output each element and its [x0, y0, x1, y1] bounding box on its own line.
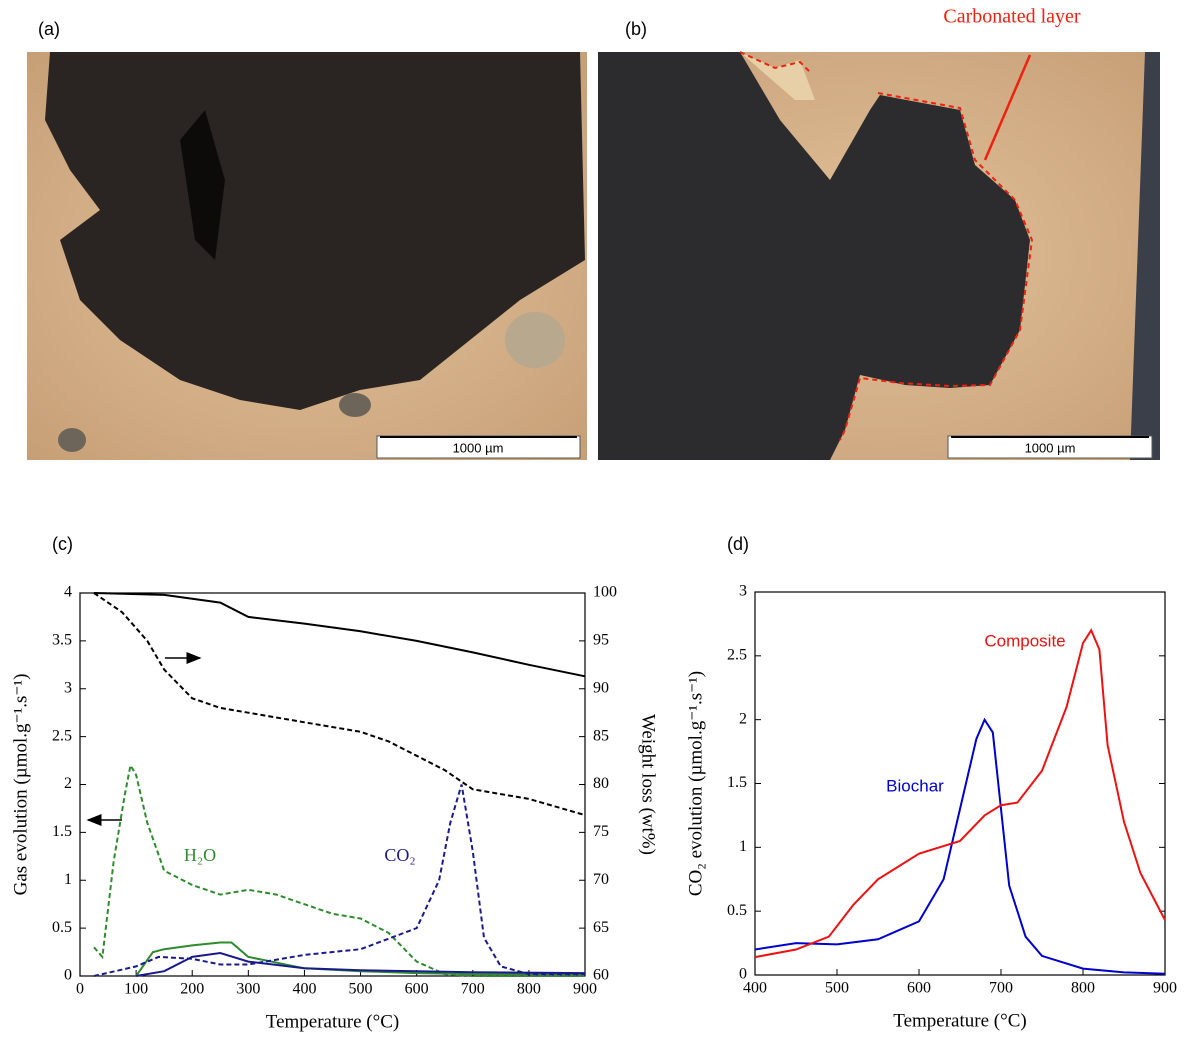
y2-tick-label: 75: [593, 823, 609, 840]
series-line: [93, 762, 585, 977]
y-tick-label: 2: [739, 710, 747, 727]
y-tick-label: 2.5: [727, 647, 747, 664]
x-tick-label: 600: [907, 980, 931, 997]
x-tick-label: 900: [1153, 980, 1177, 997]
y-tick-label: 2.5: [52, 727, 72, 744]
y-tick-label: 1.5: [52, 823, 72, 840]
scale-bar-label: 1000 µm: [453, 440, 504, 455]
panel-label: (d): [727, 534, 749, 554]
x-tick-label: 600: [405, 981, 429, 998]
y-tick-label: 3: [739, 583, 747, 600]
y-tick-label: 3.5: [52, 632, 72, 649]
panel-label: (a): [38, 19, 60, 39]
x-tick-label: 0: [76, 981, 84, 998]
panel-label: (b): [625, 19, 647, 39]
y-tick-label: 1: [739, 838, 747, 855]
y-tick-label: 1.5: [727, 774, 747, 791]
x-tick-label: 800: [517, 981, 541, 998]
x-tick-label: 700: [461, 981, 485, 998]
x-tick-label: 500: [825, 980, 849, 997]
annotation: Carbonated layer: [943, 6, 1080, 28]
x-tick-label: 800: [1071, 980, 1095, 997]
y-tick-label: 0: [64, 967, 72, 984]
y2-axis-label: Weight loss (wt%): [638, 714, 659, 855]
y2-tick-label: 70: [593, 871, 609, 888]
y-tick-label: 4: [64, 584, 72, 601]
x-tick-label: 200: [180, 981, 204, 998]
series-label: Composite: [984, 631, 1065, 650]
y-tick-label: 2: [64, 775, 72, 792]
y2-tick-label: 60: [593, 967, 609, 984]
series-line: [135, 941, 585, 977]
y2-tick-label: 100: [593, 584, 617, 601]
series-line: [754, 628, 1166, 959]
series-line: [135, 951, 586, 977]
x-tick-label: 100: [124, 981, 148, 998]
series-line: [93, 592, 586, 678]
y-tick-label: 0.5: [727, 902, 747, 919]
y2-tick-label: 80: [593, 775, 609, 792]
annotation: CO₂: [384, 845, 415, 865]
series-line: [93, 592, 586, 817]
series-label: Biochar: [886, 776, 944, 795]
x-axis-label: Temperature (°C): [266, 1011, 399, 1032]
x-axis-label: Temperature (°C): [893, 1010, 1026, 1031]
y2-tick-label: 95: [593, 632, 609, 649]
x-tick-label: 300: [236, 981, 260, 998]
scale-bar-label: 1000 µm: [1025, 440, 1076, 455]
series-line: [93, 784, 585, 977]
y-tick-label: 0.5: [52, 919, 72, 936]
y2-tick-label: 85: [593, 727, 609, 744]
annotation: H₂O: [184, 845, 216, 865]
panel-label: (c): [52, 534, 73, 554]
x-tick-label: 400: [292, 981, 316, 998]
plot-frame: [754, 591, 1166, 976]
y-tick-label: 3: [64, 679, 72, 696]
series-line: [754, 717, 1166, 975]
y2-tick-label: 90: [593, 679, 609, 696]
x-tick-label: 400: [743, 980, 767, 997]
micrograph-b: (b) 1000 µm Carbonated layer: [598, 6, 1160, 460]
x-tick-label: 500: [349, 981, 373, 998]
y-axis-label: Gas evolution (µmol.g⁻¹.s⁻¹): [10, 674, 31, 896]
plot-frame: [79, 592, 586, 977]
y-axis-label: CO₂ evolution (µmol.g⁻¹.s⁻¹): [685, 671, 706, 896]
y-tick-label: 1: [64, 871, 72, 888]
micrograph-a: (a) 1000 µm: [27, 19, 587, 460]
x-tick-label: 700: [989, 980, 1013, 997]
y2-tick-label: 65: [593, 919, 609, 936]
x-tick-label: 900: [573, 981, 597, 998]
y-tick-label: 0: [739, 966, 747, 983]
